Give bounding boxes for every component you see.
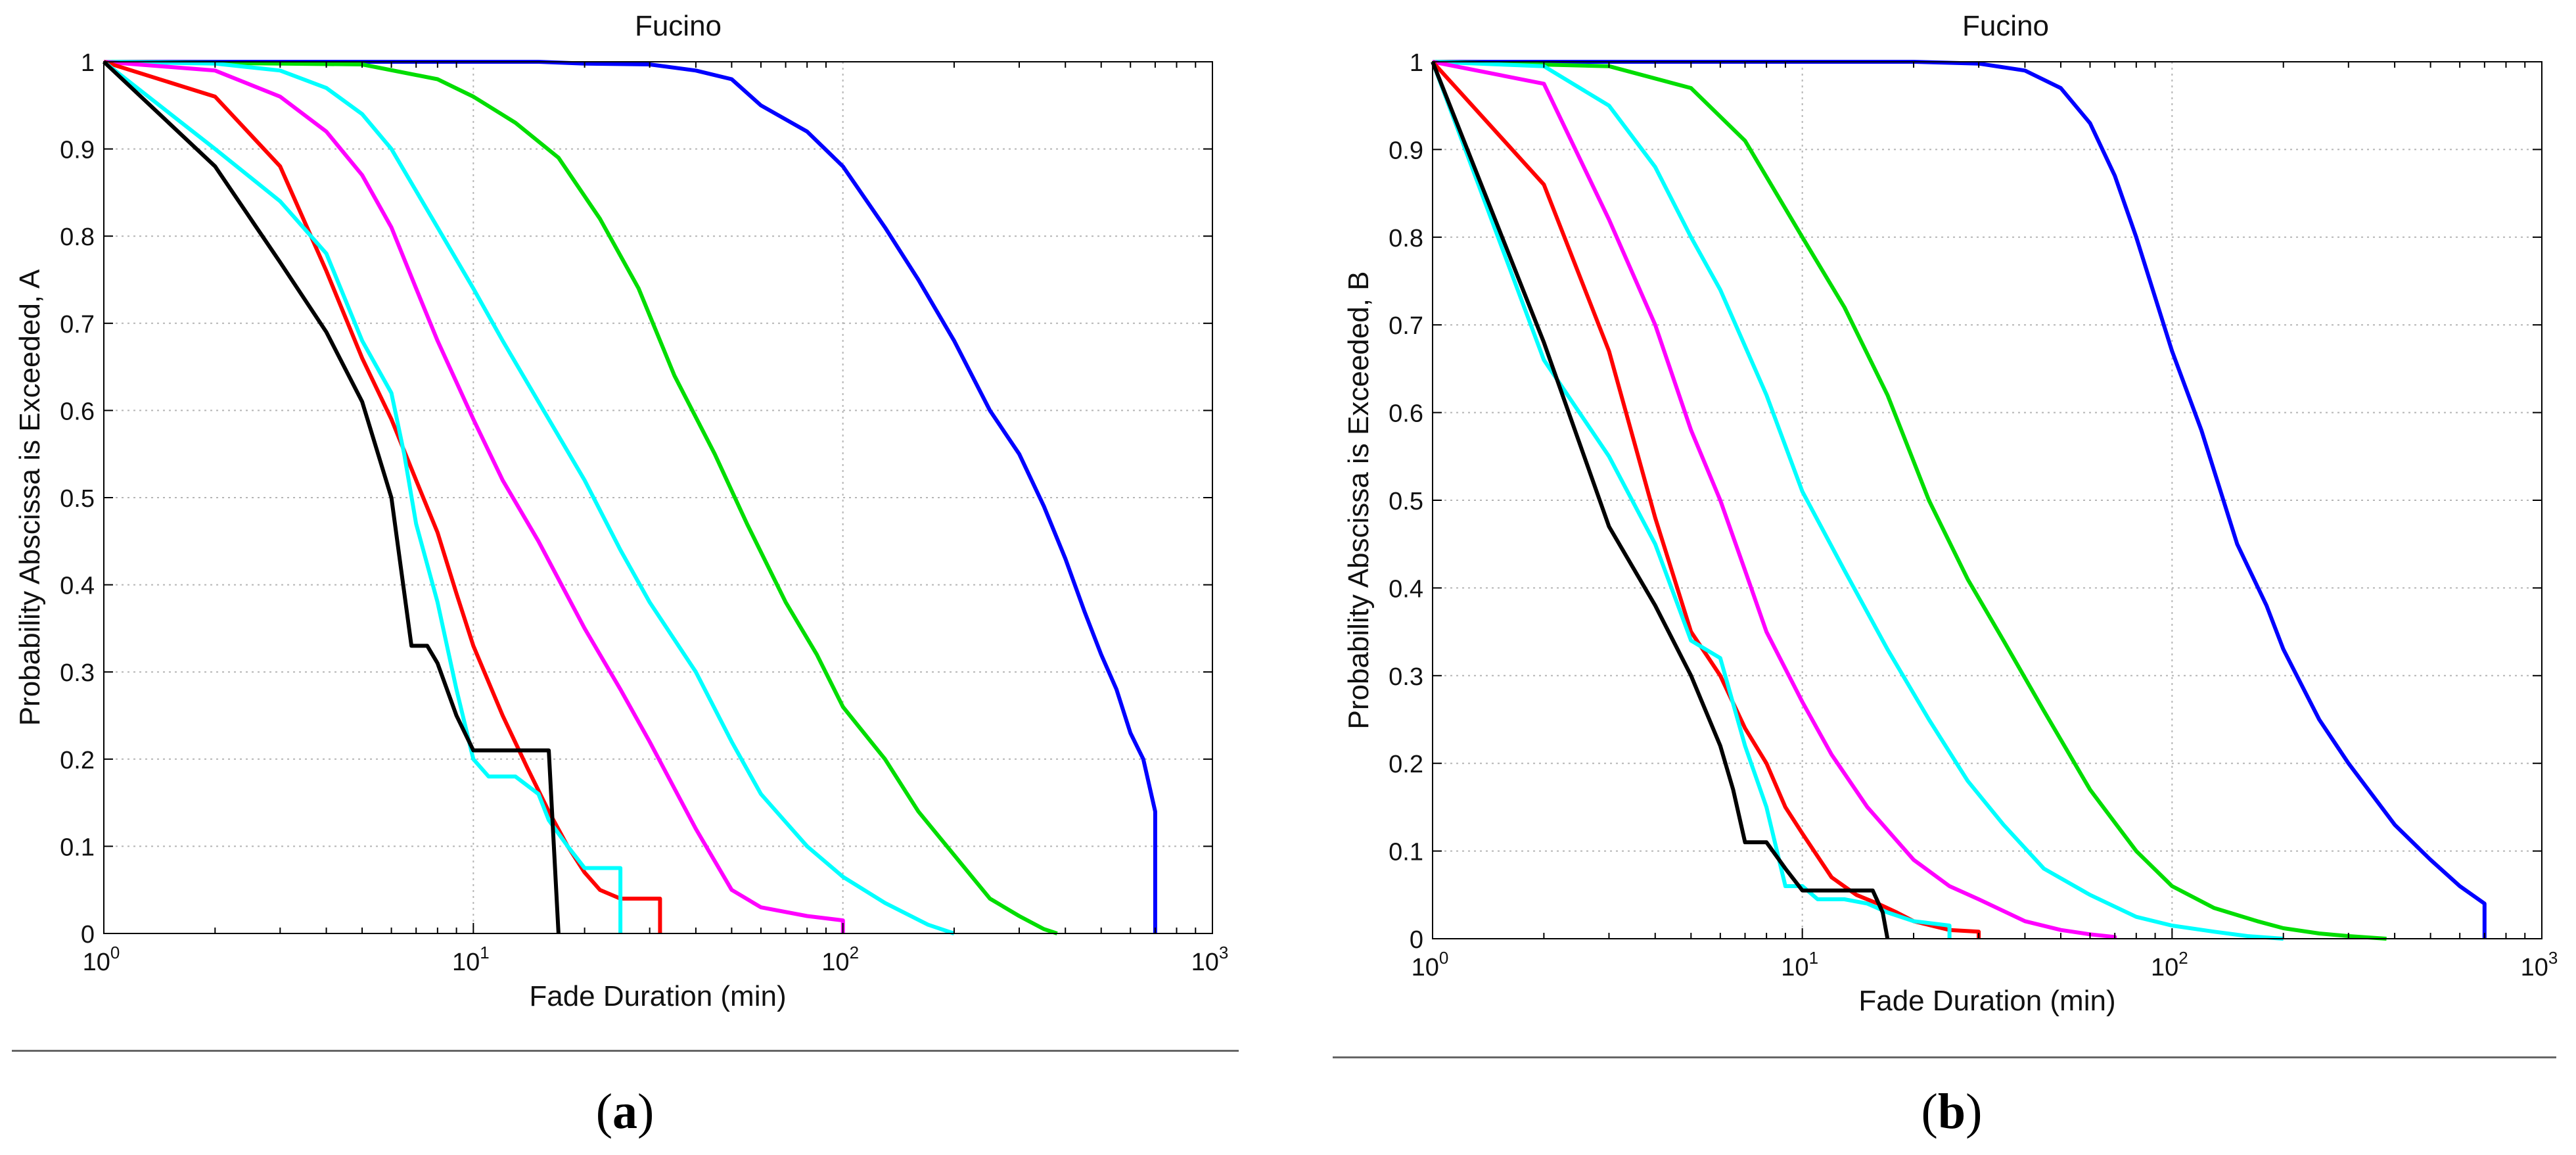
y-tick-label: 0.1 [60, 834, 95, 861]
caption-letter: a [612, 1084, 637, 1139]
x-tick-label: 102 [2151, 948, 2188, 981]
y-tick-label: 0.9 [60, 137, 95, 164]
y-tick-label: 0.7 [60, 311, 95, 339]
x-tick-label: 101 [452, 943, 490, 976]
series-line-cyan-1 [103, 60, 955, 935]
x-tick-label: 103 [1191, 943, 1229, 976]
series-line-cyan-1 [1432, 60, 2284, 941]
caption-close-paren: ) [1966, 1084, 1983, 1139]
y-tick-label: 0 [1410, 926, 1423, 954]
y-tick-label: 0.3 [1389, 663, 1423, 691]
y-tick-label: 0.1 [1389, 839, 1423, 866]
y-tick-label: 0.4 [60, 573, 95, 600]
chart-panel-a: Fucino 0 0.1 0.2 0.3 0.4 0.5 0.6 0.7 0.8 0.9 1 100… [14, 10, 1228, 1012]
series-line-blue [1433, 60, 2487, 939]
y-tick-label: 0.8 [1389, 225, 1423, 252]
caption-close-paren: ) [637, 1084, 655, 1139]
x-tick-label: 100 [83, 943, 120, 976]
x-tick-label: 102 [821, 943, 859, 976]
x-tick-labels: 100 101 102 103 [1412, 62, 2558, 981]
series-line-red [103, 60, 662, 933]
caption-open-paren: ( [595, 1084, 612, 1139]
y-tick-label: 0.6 [1389, 400, 1423, 428]
chart-title: Fucino [1962, 10, 2049, 42]
y-tick-label: 0.4 [1389, 575, 1423, 603]
series-line-cyan-2 [1431, 60, 1952, 939]
y-tick-label: 1 [81, 49, 95, 77]
y-tick-label: 0.2 [60, 747, 95, 774]
y-tick-label: 0 [81, 921, 95, 949]
y-tick-label: 0.3 [60, 659, 95, 687]
y-tick-label: 1 [1410, 49, 1423, 77]
series-line-magenta [103, 60, 845, 933]
y-tick-labels: 0 0.1 0.2 0.3 0.4 0.5 0.6 0.7 0.8 0.9 1 [60, 49, 1212, 949]
y-tick-label: 0.5 [1389, 488, 1423, 515]
x-tick-label: 101 [1781, 948, 1818, 981]
x-tick-label: 103 [2521, 948, 2558, 981]
y-axis-label: Probability Abscissa is Exceeded, A [14, 269, 46, 726]
y-tick-labels: 0 0.1 0.2 0.3 0.4 0.5 0.6 0.7 0.8 0.9 1 [1389, 49, 2542, 954]
series-line-black [102, 60, 561, 934]
separator-rule-a [12, 1050, 1239, 1052]
x-tick-labels: 100 101 102 103 [83, 62, 1229, 976]
caption-b: (b) [1886, 1083, 2017, 1141]
series-group [102, 60, 1157, 935]
gridlines [104, 62, 1212, 933]
y-tick-label: 0.9 [1389, 137, 1423, 164]
series-line-black [1431, 60, 1890, 939]
y-tick-label: 0.7 [1389, 312, 1423, 340]
series-line-green [103, 60, 1058, 935]
caption-letter: b [1937, 1084, 1966, 1139]
x-tick-label: 100 [1412, 948, 1449, 981]
separator-rule-b [1333, 1056, 2556, 1058]
x-axis-label: Fade Duration (min) [529, 980, 786, 1012]
gridlines [1433, 62, 2542, 939]
series-line-green [1432, 60, 2387, 941]
series-group [1431, 60, 2487, 941]
y-axis-label: Probability Abscissa is Exceeded, B [1343, 271, 1375, 729]
y-tick-label: 0.6 [60, 398, 95, 425]
chart-panel-b: Fucino 0 0.1 0.2 0.3 0.4 0.5 0.6 0.7 0.8 0.9 1 100… [1343, 10, 2558, 1017]
caption-open-paren: ( [1921, 1084, 1938, 1139]
series-line-cyan-2 [103, 60, 623, 933]
y-tick-label: 0.2 [1389, 751, 1423, 778]
x-axis-label: Fade Duration (min) [1858, 985, 2115, 1017]
chart-title: Fucino [635, 10, 722, 42]
y-tick-label: 0.8 [60, 224, 95, 251]
series-line-magenta [1432, 60, 2117, 939]
caption-a: (a) [559, 1083, 691, 1141]
y-tick-label: 0.5 [60, 485, 95, 513]
series-line-blue [104, 60, 1157, 933]
